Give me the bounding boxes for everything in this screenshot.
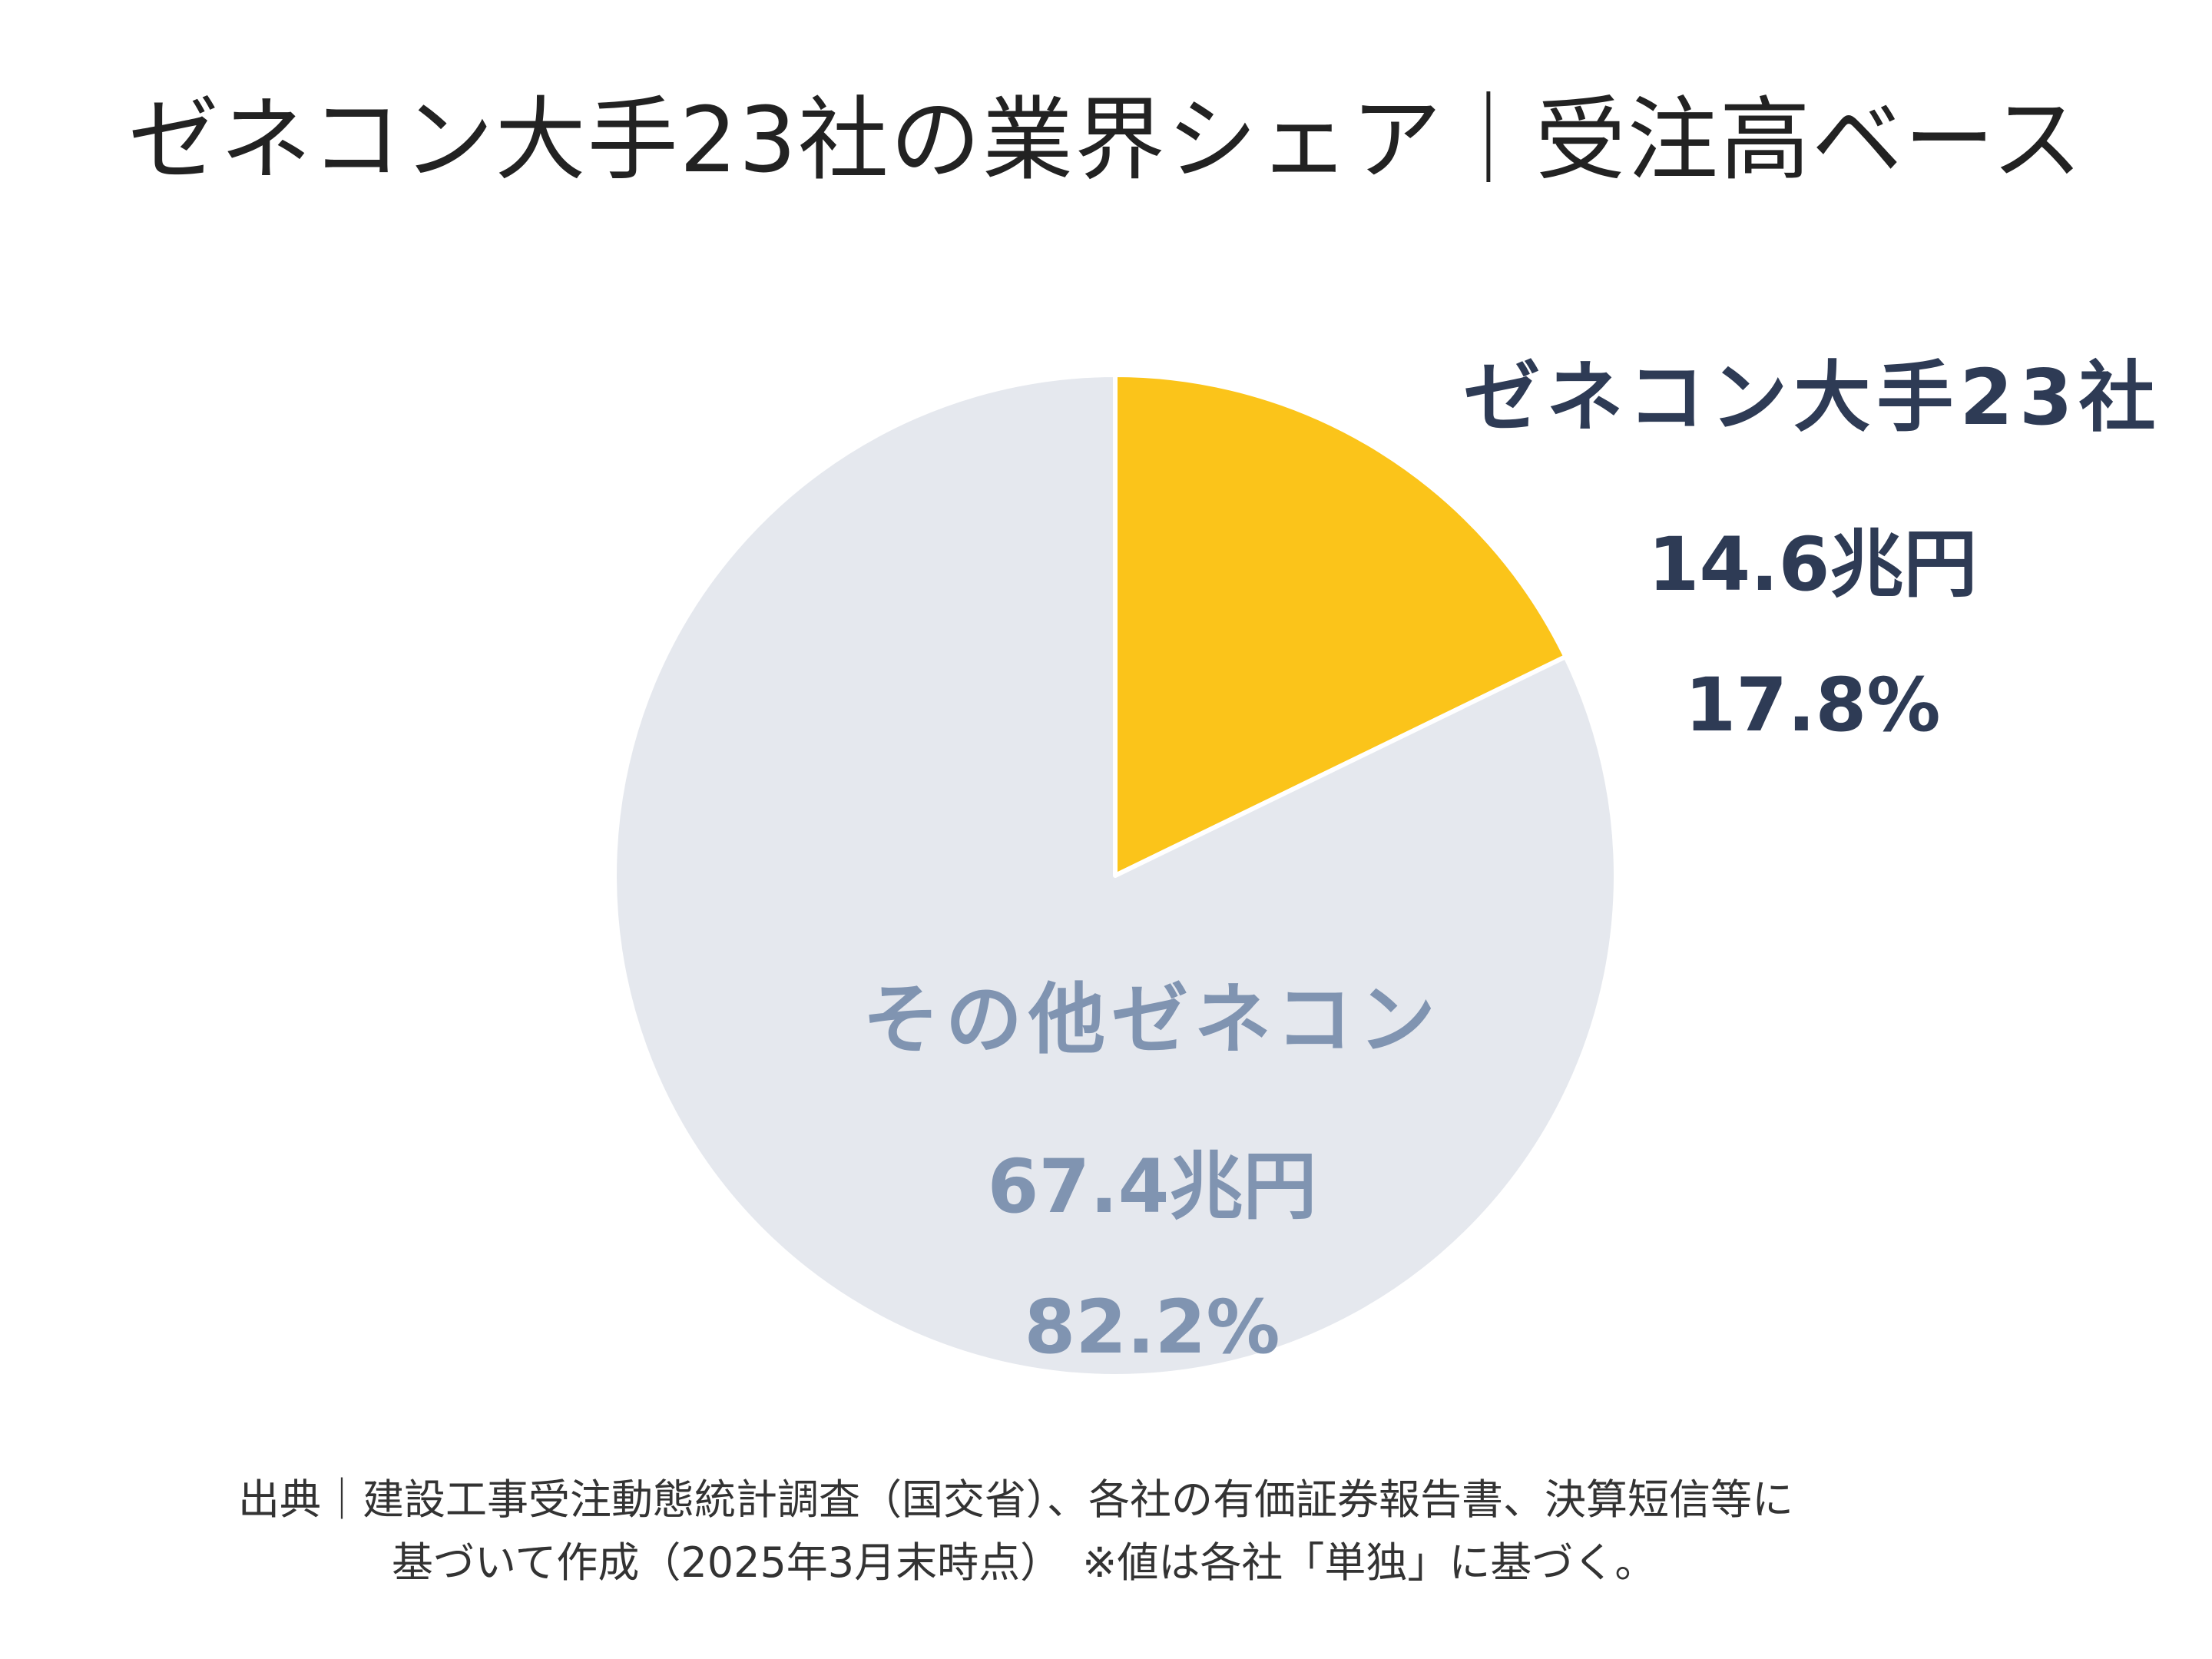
slice-name-other: その他ゼネコン — [863, 975, 1442, 1065]
source-note: 出典｜建設工事受注動態統計調査（国交省）、各社の有価証券報告書、決算短信等に 基… — [238, 1469, 1793, 1594]
source-line-2: 基づいて作成（2025年3月末時点） ※値は各社「単独」に基づく。 — [392, 1538, 1657, 1587]
source-line-1: 出典｜建設工事受注動態統計調査（国交省）、各社の有価証券報告書、決算短信等に — [238, 1475, 1793, 1524]
pie-slice-other — [612, 373, 1618, 1379]
slice-amount-other: 67.4兆円 — [987, 1144, 1317, 1230]
slice-amount-major: 14.6兆円 — [1647, 522, 1978, 608]
slice-percent-major: 17.8% — [1684, 662, 1941, 748]
label-major-contractors: ゼネコン大手23社 14.6兆円 17.8% — [1459, 335, 2166, 748]
pie-slice-major — [1113, 373, 1568, 878]
slice-name-major: ゼネコン大手23社 — [1463, 353, 2162, 442]
chart-title: ゼネコン大手23社の業界シェア｜受注高ベース — [128, 87, 2084, 193]
slice-percent-other: 82.2% — [1024, 1284, 1280, 1370]
label-other-contractors: その他ゼネコン 67.4兆円 82.2% — [768, 957, 1536, 1370]
